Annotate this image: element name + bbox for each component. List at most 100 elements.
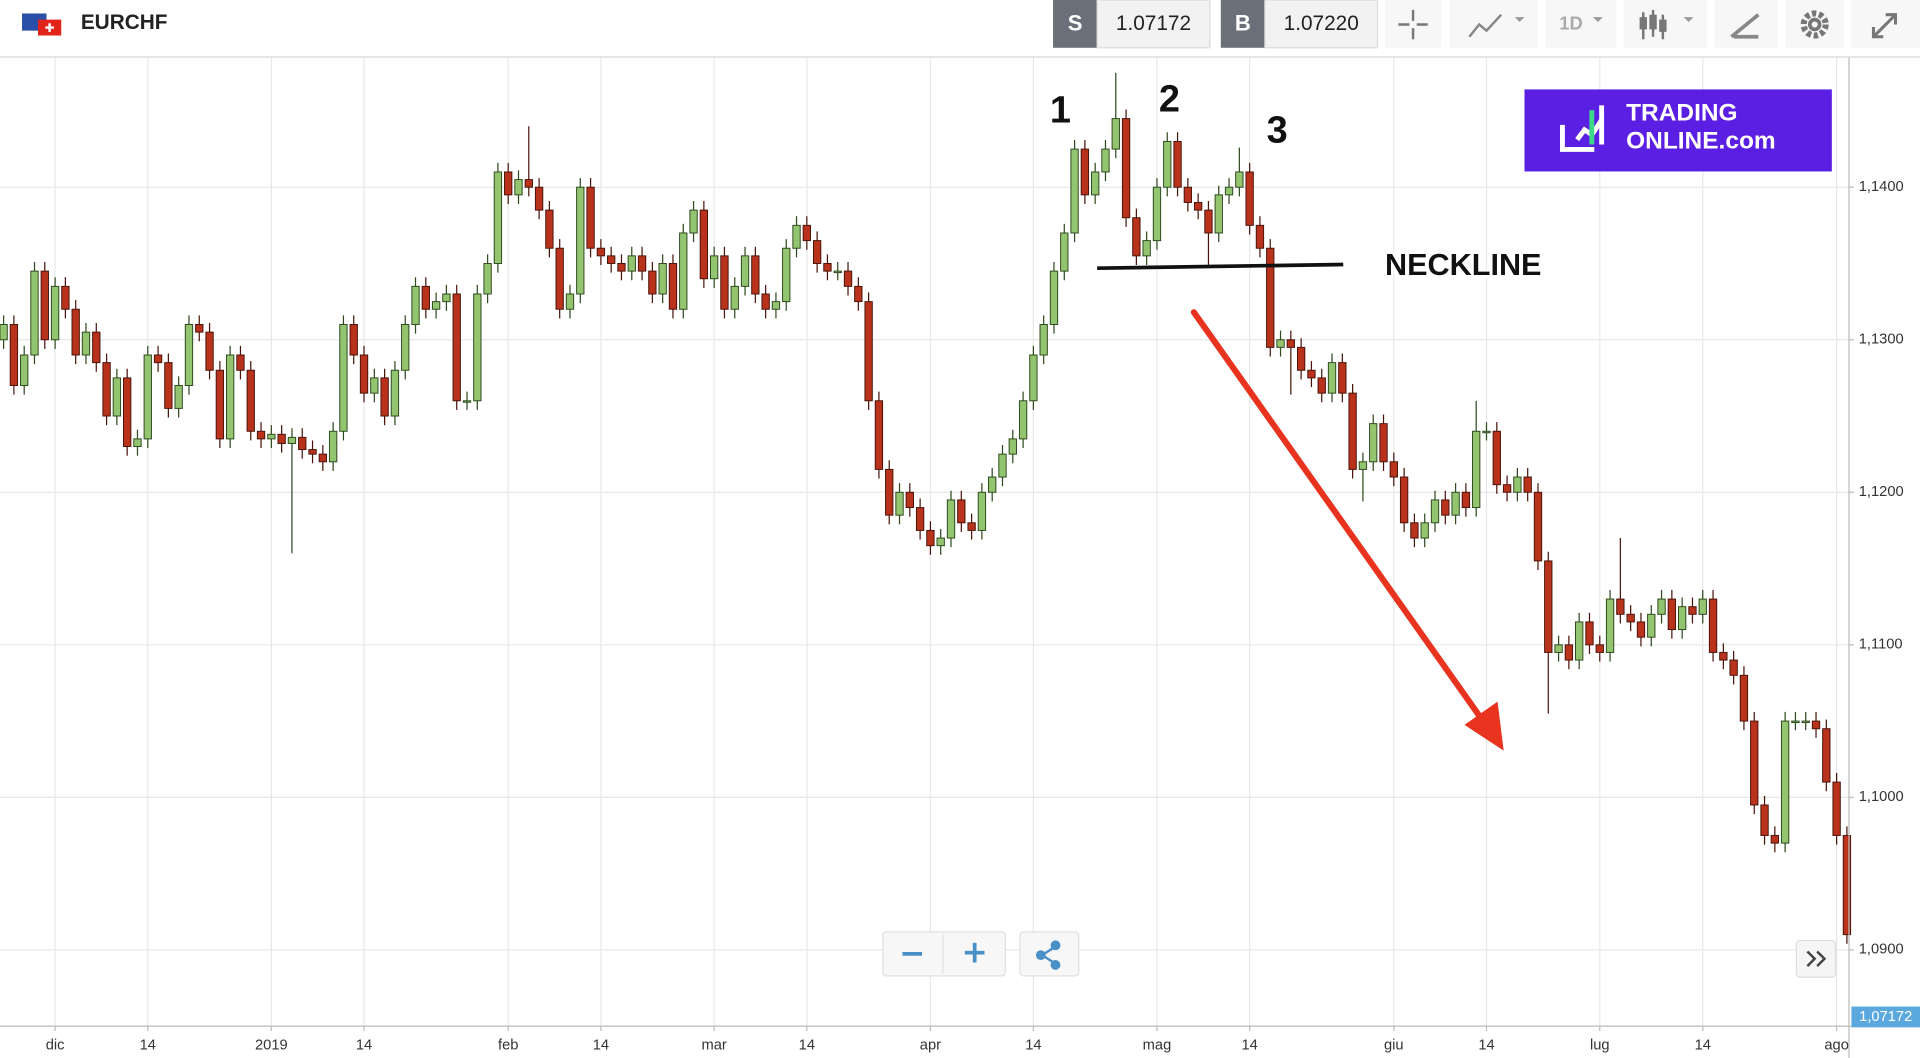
candle-body — [1327, 362, 1337, 394]
candle-body — [709, 255, 719, 280]
candle-body — [740, 255, 750, 287]
sell-button[interactable] — [1053, 0, 1098, 48]
symbol: EURCHF — [81, 11, 168, 34]
candle-body — [205, 331, 214, 371]
last-price-label: 1,07172 — [1859, 1009, 1912, 1025]
buy-button[interactable] — [1220, 0, 1265, 48]
candle-body — [802, 224, 812, 242]
candle-body — [586, 186, 595, 249]
candle-body — [504, 171, 513, 196]
peak-label: 3 — [1267, 109, 1288, 151]
candle-body — [483, 262, 492, 295]
candle-body — [1801, 720, 1810, 724]
candle-body — [390, 369, 400, 417]
candle-body — [627, 255, 636, 272]
candle-body — [71, 308, 80, 356]
candle-body — [1585, 621, 1594, 646]
x-tick-label: 14 — [1695, 1038, 1711, 1054]
candle-body — [905, 491, 914, 509]
x-tick-label: 14 — [1478, 1038, 1494, 1054]
buy-price-box[interactable] — [1264, 0, 1379, 49]
candle-body — [411, 285, 420, 325]
candle-body — [40, 270, 49, 341]
y-tick-label: 1,1300 — [1859, 332, 1904, 348]
settings-button[interactable] — [1785, 0, 1845, 48]
candle-body — [1575, 621, 1584, 661]
candle-body — [298, 436, 307, 451]
sell-label: S — [1068, 10, 1083, 35]
candle-body — [1080, 148, 1090, 196]
candle-body — [431, 301, 441, 310]
candle-body — [1564, 644, 1574, 661]
candle-body — [1739, 674, 1749, 722]
toolbar: EURCHF S 1.07172 B 1.07220 1D — [0, 0, 1920, 58]
candle-body — [1410, 522, 1419, 539]
candle-body — [792, 224, 801, 249]
candle-body — [1379, 423, 1388, 463]
candle-body — [30, 270, 39, 356]
candle-body — [534, 186, 544, 211]
candle-body — [679, 232, 688, 310]
candle-body — [1132, 217, 1141, 257]
candle-body — [473, 293, 482, 402]
candle-body — [1039, 324, 1048, 356]
chart-type-icon — [1659, 19, 1667, 32]
candle-body — [184, 324, 194, 387]
axes: dic 14 2019 14 feb 14 mar 14 apr 14 mag 14 giu 14 lug 1… — [46, 179, 1920, 1054]
candle-body — [514, 179, 523, 196]
candle-body — [977, 491, 987, 531]
x-tick-label: 14 — [593, 1038, 609, 1054]
share-icon — [1050, 940, 1061, 951]
x-tick-label: 14 — [1025, 1038, 1041, 1054]
candle-body — [174, 385, 183, 409]
candle-body — [225, 354, 235, 440]
x-tick-label: apr — [920, 1038, 941, 1054]
candle-body — [1142, 240, 1151, 257]
candle-body — [1266, 247, 1275, 348]
y-tick-label: 1,1000 — [1859, 789, 1904, 805]
candle-body — [1235, 171, 1244, 188]
candle-body — [1307, 369, 1316, 379]
candle-body — [926, 529, 935, 547]
candle-body — [946, 499, 956, 539]
candle-body — [339, 324, 348, 432]
logo-icon — [1560, 118, 1604, 152]
candle-body — [1296, 346, 1306, 371]
x-tick-label: 14 — [799, 1038, 815, 1054]
neckline-label: NECKLINE — [1385, 248, 1541, 282]
candle-body — [1049, 270, 1059, 325]
candle-body — [854, 285, 863, 303]
logo-box — [1524, 89, 1832, 172]
sell-price-box[interactable] — [1096, 0, 1211, 49]
candle-body — [761, 293, 770, 310]
logo-text: ONLINE.com — [1626, 128, 1776, 155]
candle-body — [1461, 491, 1471, 509]
share-button[interactable] — [1019, 931, 1080, 977]
candle-body — [1719, 651, 1728, 661]
dropdown-icon — [1514, 17, 1525, 23]
candle-body — [1780, 720, 1790, 844]
x-tick-label: 2019 — [255, 1038, 288, 1054]
candle-body — [308, 449, 317, 455]
chart-type-icon — [1649, 14, 1657, 30]
candle-body — [967, 522, 976, 531]
candle-body — [442, 293, 451, 303]
candle-body — [1472, 430, 1481, 509]
candle-body — [833, 270, 842, 274]
candle-body — [689, 209, 698, 234]
candle-body — [1616, 598, 1625, 615]
interval-button[interactable] — [1545, 0, 1617, 48]
settings-icon — [1807, 17, 1822, 32]
candle-body — [874, 400, 884, 470]
candle-body — [143, 354, 152, 440]
candle-body — [1729, 659, 1738, 676]
candle-body — [153, 354, 163, 364]
candle-body — [277, 433, 286, 444]
x-tick-label: giu — [1384, 1038, 1404, 1054]
crosshair-button[interactable] — [1384, 0, 1442, 48]
buy-label: B — [1235, 10, 1251, 35]
candle-body — [1708, 598, 1718, 653]
candle-body — [1811, 720, 1821, 730]
candle-body — [1101, 148, 1110, 173]
